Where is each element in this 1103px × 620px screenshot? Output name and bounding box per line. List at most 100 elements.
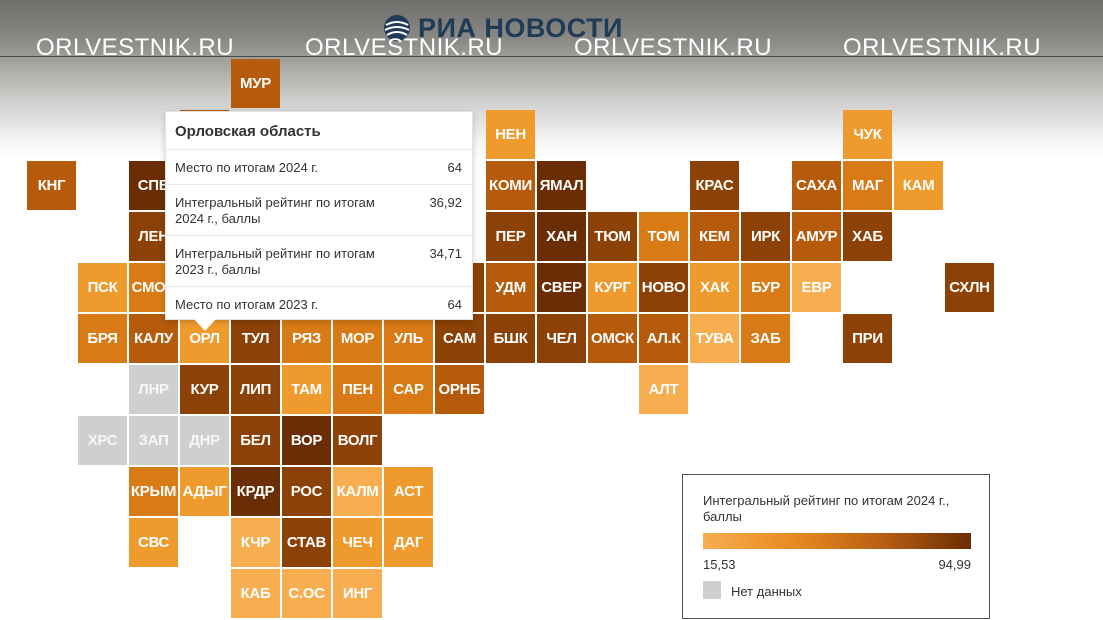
region-tile[interactable]: КРДР	[231, 467, 280, 516]
region-tile[interactable]: С.ОС	[282, 569, 331, 618]
watermark: ORLVESTNIK.RU	[36, 34, 235, 61]
tooltip-row-value: 36,92	[429, 195, 462, 210]
region-tile[interactable]: САМ	[435, 314, 484, 363]
region-tile[interactable]: ИРК	[741, 212, 790, 261]
region-tile[interactable]: ЗАБ	[741, 314, 790, 363]
legend: Интегральный рейтинг по итогам 2024 г., …	[682, 474, 990, 619]
region-tile[interactable]: НЕН	[486, 110, 535, 159]
region-tile[interactable]: ВОР	[282, 416, 331, 465]
region-tile[interactable]: ПРИ	[843, 314, 892, 363]
region-tile[interactable]: ЧЕЧ	[333, 518, 382, 567]
region-tile[interactable]: ВОЛГ	[333, 416, 382, 465]
region-tile[interactable]: МАГ	[843, 161, 892, 210]
region-tile[interactable]: КРЫМ	[129, 467, 178, 516]
region-tile[interactable]: КАМ	[894, 161, 943, 210]
region-tile[interactable]: ДНР	[180, 416, 229, 465]
watermark: ORLVESTNIK.RU	[305, 34, 504, 61]
region-tile[interactable]: РОС	[282, 467, 331, 516]
region-tooltip: Орловская область Место по итогам 2024 г…	[165, 111, 473, 320]
region-tile[interactable]: ЯМАЛ	[537, 161, 586, 210]
region-tile[interactable]: КРАС	[690, 161, 739, 210]
region-tile[interactable]: РЯЗ	[282, 314, 331, 363]
region-tile[interactable]: ОРНБ	[435, 365, 484, 414]
tooltip-row-label: Интегральный рейтинг по итогам 2023 г., …	[175, 246, 375, 277]
region-tile[interactable]: БРЯ	[78, 314, 127, 363]
region-tile[interactable]: ДАГ	[384, 518, 433, 567]
tooltip-divider	[166, 184, 472, 185]
legend-title: Интегральный рейтинг по итогам 2024 г., …	[703, 493, 950, 524]
region-tile[interactable]: АДЫГ	[180, 467, 229, 516]
region-tile[interactable]: ЗАП	[129, 416, 178, 465]
region-tile[interactable]: КУР	[180, 365, 229, 414]
region-tile[interactable]: ХАБ	[843, 212, 892, 261]
tooltip-title: Орловская область	[175, 123, 321, 140]
region-tile[interactable]: ХРС	[78, 416, 127, 465]
tooltip-pointer	[194, 319, 216, 331]
region-tile[interactable]: ОМСК	[588, 314, 637, 363]
tooltip-divider	[166, 149, 472, 150]
region-tile[interactable]: ЛНР	[129, 365, 178, 414]
region-tile[interactable]: БЕЛ	[231, 416, 280, 465]
ria-logo: РИА НОВОСТИ	[382, 12, 623, 44]
region-tile[interactable]: ХАК	[690, 263, 739, 312]
region-tile[interactable]: ПЕН	[333, 365, 382, 414]
region-tile[interactable]: КАЛМ	[333, 467, 382, 516]
region-tile[interactable]: КЧР	[231, 518, 280, 567]
region-tile[interactable]: ТОМ	[639, 212, 688, 261]
region-tile[interactable]: УЛЬ	[384, 314, 433, 363]
region-tile[interactable]: АМУР	[792, 212, 841, 261]
region-tile[interactable]: СТАВ	[282, 518, 331, 567]
region-tile[interactable]: ЧУК	[843, 110, 892, 159]
region-tile[interactable]: ЧЕЛ	[537, 314, 586, 363]
watermark: ORLVESTNIK.RU	[843, 34, 1042, 61]
tooltip-row-label: Место по итогам 2023 г.	[175, 297, 319, 312]
region-tile[interactable]: КНГ	[27, 161, 76, 210]
region-tile[interactable]: ЕВР	[792, 263, 841, 312]
watermark: ORLVESTNIK.RU	[574, 34, 773, 61]
region-tile[interactable]: ТАМ	[282, 365, 331, 414]
tooltip-row-value: 64	[447, 160, 462, 175]
legend-no-data-label: Нет данных	[731, 584, 802, 599]
region-tile[interactable]: УДМ	[486, 263, 535, 312]
tooltip-row-label: Место по итогам 2024 г.	[175, 160, 319, 175]
region-tile[interactable]: БУР	[741, 263, 790, 312]
logo-text: РИА НОВОСТИ	[418, 12, 623, 43]
header-divider	[0, 56, 1103, 57]
region-tile[interactable]: ИНГ	[333, 569, 382, 618]
region-tile[interactable]: КАЛУ	[129, 314, 178, 363]
region-tile[interactable]: КОМИ	[486, 161, 535, 210]
region-tile[interactable]: КЕМ	[690, 212, 739, 261]
region-tile[interactable]: МОР	[333, 314, 382, 363]
region-tile[interactable]: ТУЛ	[231, 314, 280, 363]
ria-globe-icon	[384, 15, 410, 41]
region-tile[interactable]: ПСК	[78, 263, 127, 312]
tooltip-divider	[166, 235, 472, 236]
tooltip-divider	[166, 286, 472, 287]
legend-gradient-bar	[703, 533, 971, 549]
region-tile[interactable]: МУР	[231, 59, 280, 108]
region-tile[interactable]: СВЕР	[537, 263, 586, 312]
region-tile[interactable]: ЛИП	[231, 365, 280, 414]
region-tile[interactable]: БШК	[486, 314, 535, 363]
legend-no-data-swatch	[703, 581, 721, 599]
region-tile[interactable]: АЛ.К	[639, 314, 688, 363]
region-tile[interactable]: ТЮМ	[588, 212, 637, 261]
region-tile[interactable]: ТУВА	[690, 314, 739, 363]
tooltip-row-value: 64	[447, 297, 462, 312]
region-tile[interactable]: САР	[384, 365, 433, 414]
region-tile[interactable]: НОВО	[639, 263, 688, 312]
region-tile[interactable]: СХЛН	[945, 263, 994, 312]
tooltip-row-label: Интегральный рейтинг по итогам 2024 г., …	[175, 195, 375, 226]
region-tile[interactable]: ХАН	[537, 212, 586, 261]
region-tile[interactable]: СВС	[129, 518, 178, 567]
region-tile[interactable]: САХА	[792, 161, 841, 210]
legend-min: 15,53	[703, 557, 736, 572]
tooltip-row-value: 34,71	[429, 246, 462, 261]
region-tile[interactable]: КУРГ	[588, 263, 637, 312]
region-tile[interactable]: АЛТ	[639, 365, 688, 414]
region-tile[interactable]: ПЕР	[486, 212, 535, 261]
region-tile[interactable]: АСТ	[384, 467, 433, 516]
region-tile[interactable]: КАБ	[231, 569, 280, 618]
legend-max: 94,99	[938, 557, 971, 572]
